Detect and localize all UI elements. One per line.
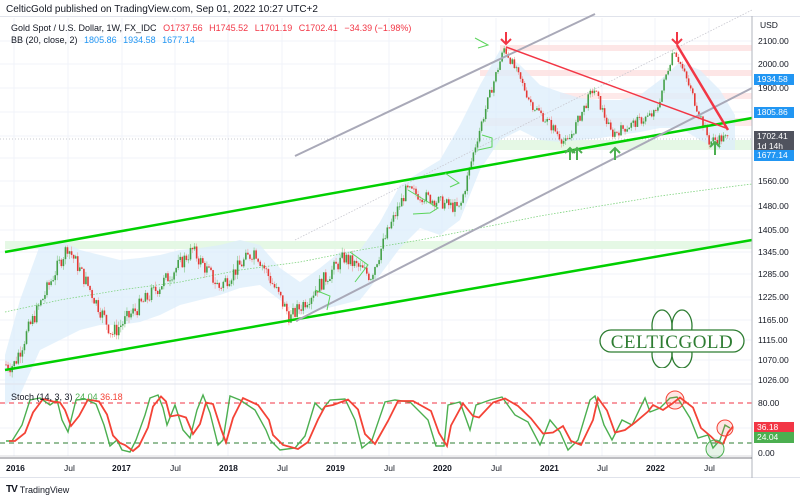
red-arrow-2022 <box>671 32 683 46</box>
ohlc-open: O1737.56 <box>163 23 203 33</box>
time-axis-label: 2021 <box>540 463 559 473</box>
price-axis-tick: 1345.00 <box>758 247 789 257</box>
stoch-overbought-circle <box>665 390 685 410</box>
stoch-d-value: 36.18 <box>100 392 123 402</box>
time-axis-label: Jul <box>170 463 181 473</box>
support-resistance-zones <box>5 45 752 249</box>
price-axis-tag: 1d 14h <box>754 141 794 152</box>
stoch-mid-circle <box>716 419 734 437</box>
price-axis-tick: 1026.00 <box>758 375 789 385</box>
time-axis-label: 2022 <box>646 463 665 473</box>
price-axis-tag: 1934.58 <box>754 74 794 85</box>
price-axis-tick: 1165.00 <box>758 315 789 325</box>
regression-dotted-line <box>294 9 753 241</box>
time-axis-label: 2018 <box>219 463 238 473</box>
celticgold-watermark: CELTICGOLD <box>598 308 748 373</box>
price-axis-tag: 1677.14 <box>754 150 794 161</box>
green-arrows <box>564 140 721 160</box>
channel-lower-line[interactable] <box>4 238 753 372</box>
time-axis-label: 2016 <box>6 463 25 473</box>
time-axis-label: 2017 <box>112 463 131 473</box>
bb-basis-line <box>4 183 753 313</box>
stoch-k-value: 24.04 <box>75 392 98 402</box>
time-axis-label: Jul <box>277 463 288 473</box>
publisher-line: CelticGold published on TradingView.com,… <box>6 4 318 15</box>
price-axis-tag: 1805.86 <box>754 107 794 118</box>
currency-label: USD <box>760 20 778 30</box>
time-axis-label: Jul <box>384 463 395 473</box>
price-axis-tick: 1285.00 <box>758 269 789 279</box>
ohlc-change: −34.39 (−1.98%) <box>344 23 412 33</box>
gray-trendline-lower[interactable] <box>295 87 753 322</box>
price-axis-tick: 1480.00 <box>758 201 789 211</box>
tradingview-logo-icon: TV <box>6 484 18 495</box>
price-axis-tick: 1225.00 <box>758 292 789 302</box>
tradingview-brand: TradingView <box>19 484 70 495</box>
chart-frame <box>0 16 800 478</box>
resistance-line-2022[interactable] <box>675 44 730 131</box>
price-axis-tick: 1115.00 <box>758 335 788 345</box>
ohlc-low: L1701.19 <box>254 23 293 33</box>
price-axis-tick: 80.00 <box>758 398 780 408</box>
stoch-legend: Stoch (14, 3, 3) 24.04 36.18 <box>11 392 123 402</box>
price-axis-tag: 24.04 <box>754 432 794 443</box>
time-axis-label: Jul <box>597 463 608 473</box>
price-axis-tick: 1405.00 <box>758 225 789 235</box>
price-axis-tick: 0.00 <box>758 448 775 458</box>
time-axis-label: 2019 <box>326 463 345 473</box>
red-arrow-2020 <box>500 32 512 46</box>
bb-label[interactable]: BB (20, close, 2) <box>11 35 78 45</box>
time-axis-label: Jul <box>64 463 75 473</box>
channel-upper-line[interactable] <box>4 116 753 254</box>
ohlc-high: H1745.52 <box>209 23 249 33</box>
stoch-label[interactable]: Stoch (14, 3, 3) <box>11 392 73 402</box>
time-axis-label: Jul <box>491 463 502 473</box>
gray-trendline-upper[interactable] <box>294 13 596 157</box>
pattern-triangles <box>314 37 493 311</box>
price-axis-tick: 1900.00 <box>758 83 789 93</box>
symbol-label[interactable]: Gold Spot / U.S. Dollar, 1W, FX_IDC <box>11 23 157 33</box>
time-axis-label: Jul <box>704 463 715 473</box>
tradingview-footer[interactable]: TV TradingView <box>6 484 69 495</box>
stoch-oversold-circle <box>705 439 725 459</box>
price-axis-tick: 1560.00 <box>758 176 789 186</box>
price-axis-tag: 1702.41 <box>754 131 794 142</box>
chart-legend: Gold Spot / U.S. Dollar, 1W, FX_IDC O173… <box>11 22 415 46</box>
price-axis-tick: 1070.00 <box>758 355 789 365</box>
ohlc-close: C1702.41 <box>298 23 338 33</box>
price-axis-tick: 2000.00 <box>758 59 789 69</box>
candlesticks <box>5 45 729 378</box>
bb-lower: 1677.14 <box>162 35 195 45</box>
bb-upper: 1934.58 <box>123 35 156 45</box>
resistance-line-2020[interactable] <box>505 46 727 129</box>
price-axis-tick: 2100.00 <box>758 36 789 46</box>
bb-basis: 1805.86 <box>84 35 117 45</box>
price-axis-tag: 36.18 <box>754 422 794 433</box>
time-axis-label: 2020 <box>433 463 452 473</box>
watermark-text: CELTICGOLD <box>611 332 734 353</box>
stoch-d-line <box>9 395 734 453</box>
